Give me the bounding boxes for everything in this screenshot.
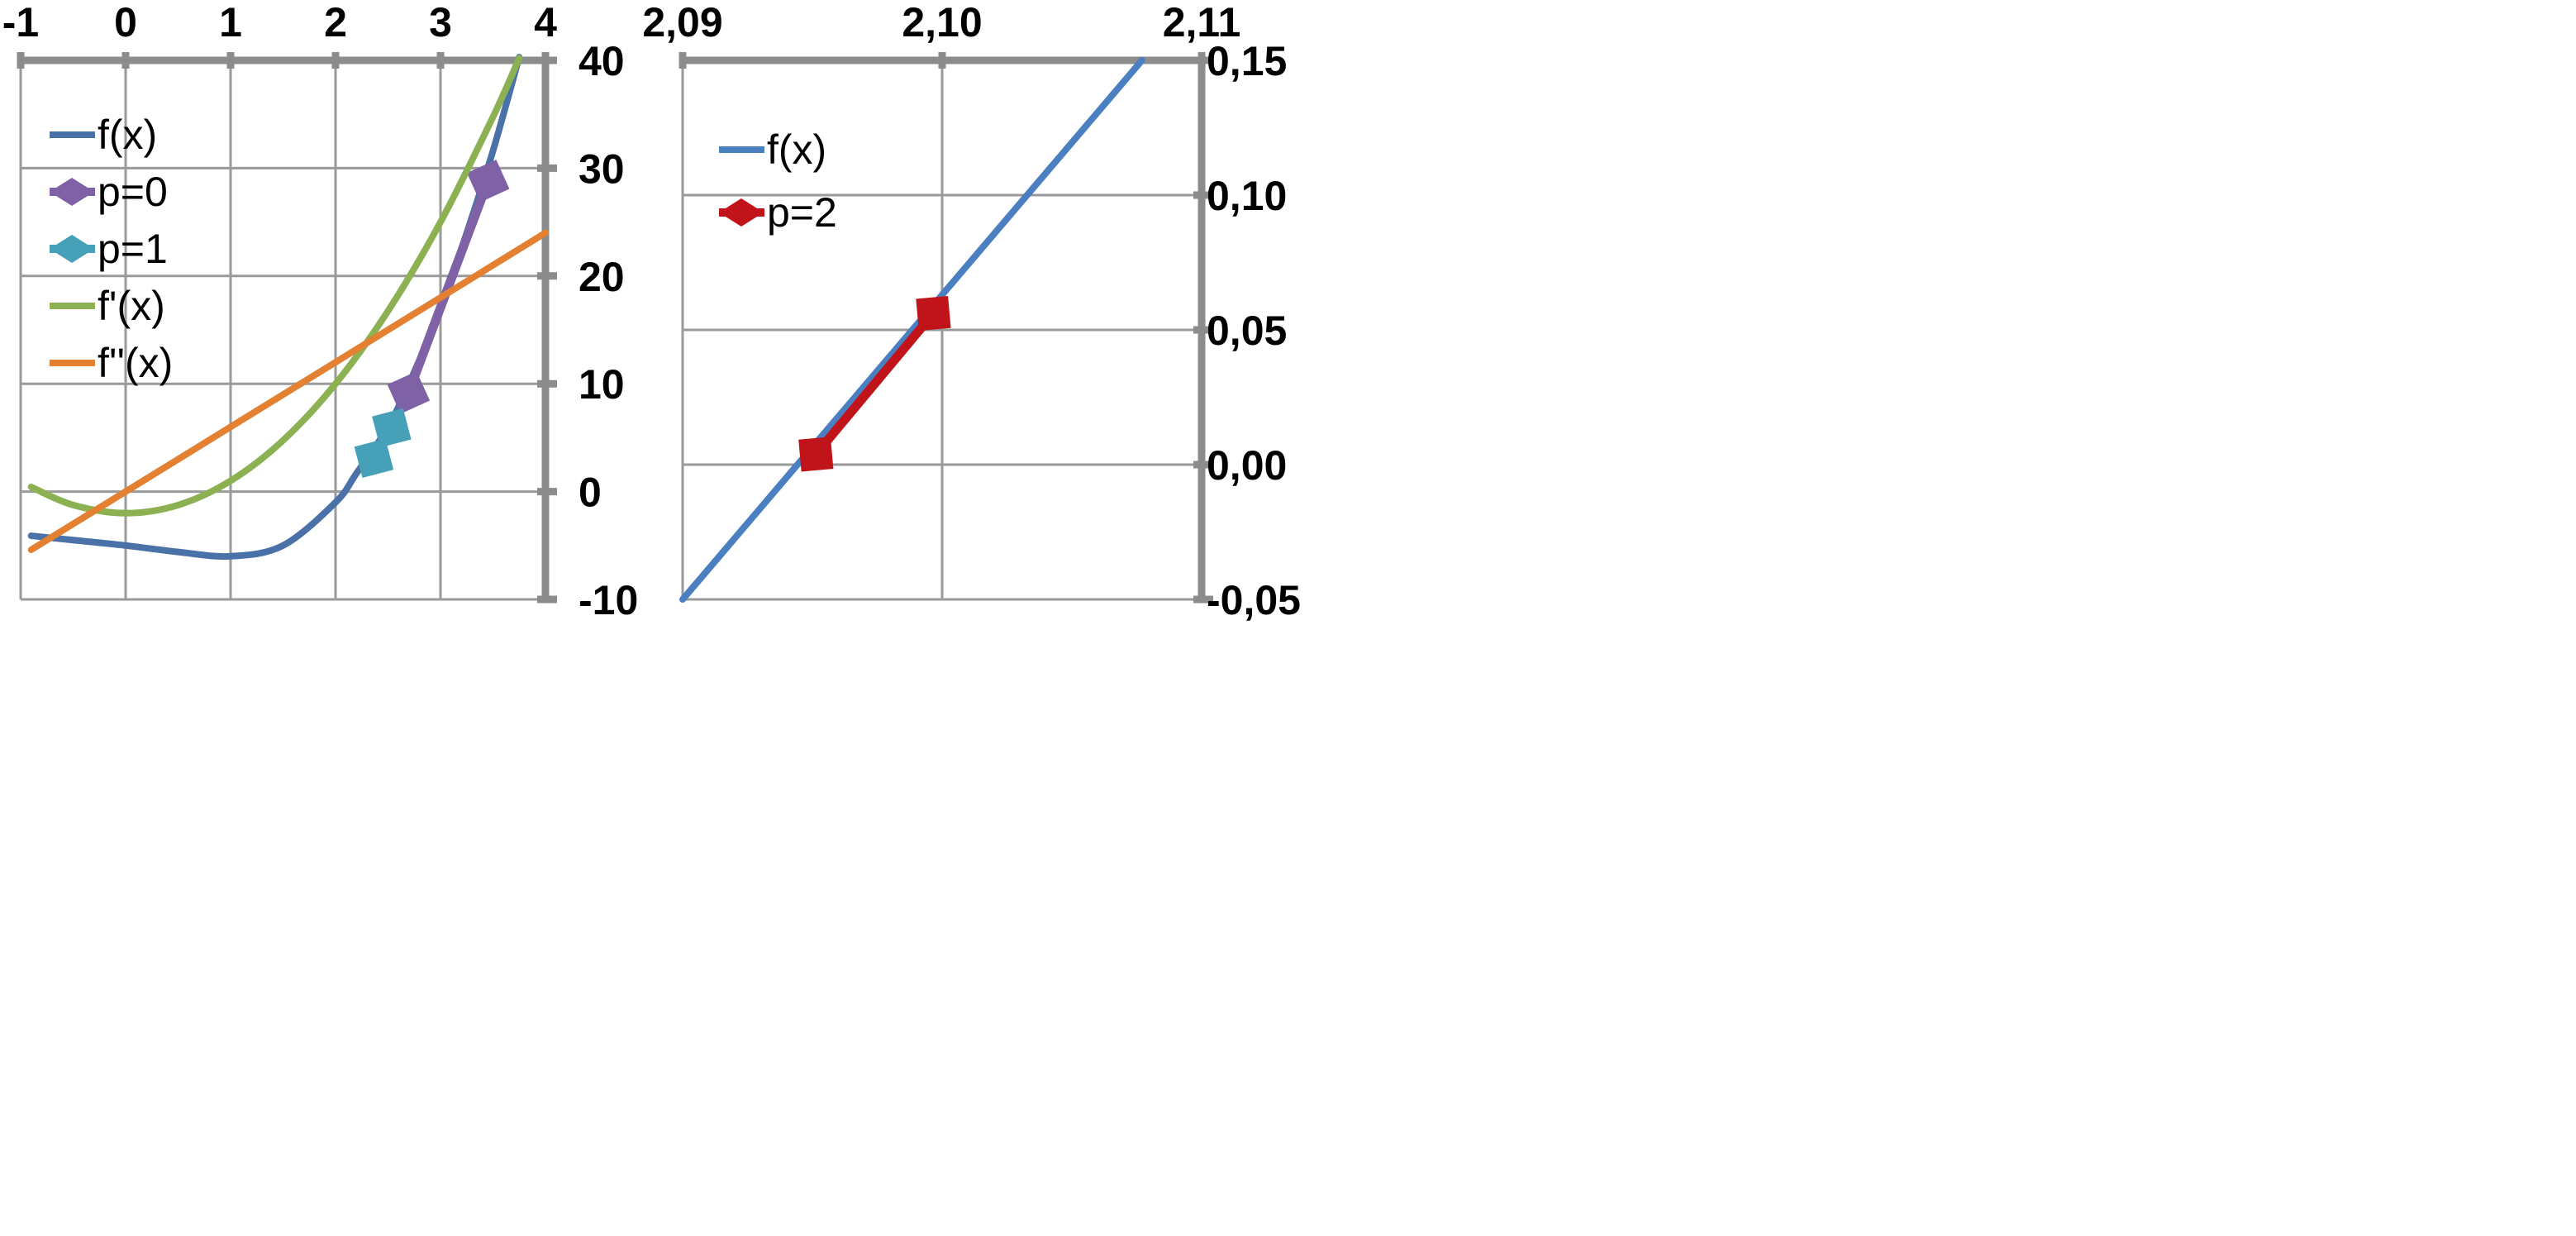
y-tick-label: 0	[579, 470, 602, 516]
y-tick-label: 30	[579, 146, 625, 192]
x-tick-label: 2,10	[902, 0, 982, 45]
legend-label-f-x: f(x)	[98, 112, 157, 158]
series-line-f-x	[27, 55, 523, 517]
x-tick-label: 2	[324, 0, 347, 45]
x-tick-label: 1	[219, 0, 242, 45]
y-tick-label: 0,00	[1207, 442, 1287, 489]
legend-label-f-x: f'(x)	[98, 283, 165, 329]
legend-label-f-x: f(x)	[767, 126, 826, 173]
x-tick-label: -1	[2, 0, 39, 45]
y-tick-label: 0,05	[1207, 308, 1287, 354]
y-tick-label: 0,10	[1207, 173, 1287, 219]
y-tick-label: 10	[579, 361, 625, 408]
legend-swatch-diamond	[719, 198, 764, 227]
series-line-p-1	[354, 408, 412, 479]
data-point-p-0	[400, 402, 407, 409]
legend-label-p-1: p=1	[98, 226, 168, 272]
x-tick-label: 0	[114, 0, 137, 45]
y-tick-label: 20	[579, 254, 625, 300]
legend-swatch-diamond	[50, 178, 94, 206]
legend-label-p-0: p=0	[98, 169, 168, 215]
y-tick-label: -10	[579, 577, 638, 623]
legend-label-f-x: f''(x)	[98, 340, 173, 386]
legend-swatch-diamond	[50, 235, 94, 263]
y-tick-label: -0,05	[1207, 577, 1301, 623]
series-line-f-x	[27, 229, 549, 554]
series-line-p-2	[798, 295, 951, 472]
data-point-p-2	[803, 461, 811, 468]
x-tick-label: 4	[534, 0, 557, 45]
x-tick-label: 2,09	[642, 0, 722, 45]
x-tick-label: 3	[429, 0, 452, 45]
data-point-p-0	[489, 165, 497, 172]
y-tick-label: 40	[579, 38, 625, 84]
data-point-p-1	[364, 466, 371, 474]
data-point-p-2	[939, 299, 945, 307]
chart-right: 2,09 2,10 2,11 -0,05 0,00 0,05 0,10 0,15 f(x) p=2	[642, 0, 1301, 623]
legend-label-p-2: p=2	[767, 189, 837, 236]
series-line-p-0	[387, 160, 510, 414]
x-tick-label: 2,11	[1163, 0, 1241, 45]
y-tick-label: 0,15	[1207, 38, 1287, 84]
data-point-p-1	[395, 413, 402, 420]
